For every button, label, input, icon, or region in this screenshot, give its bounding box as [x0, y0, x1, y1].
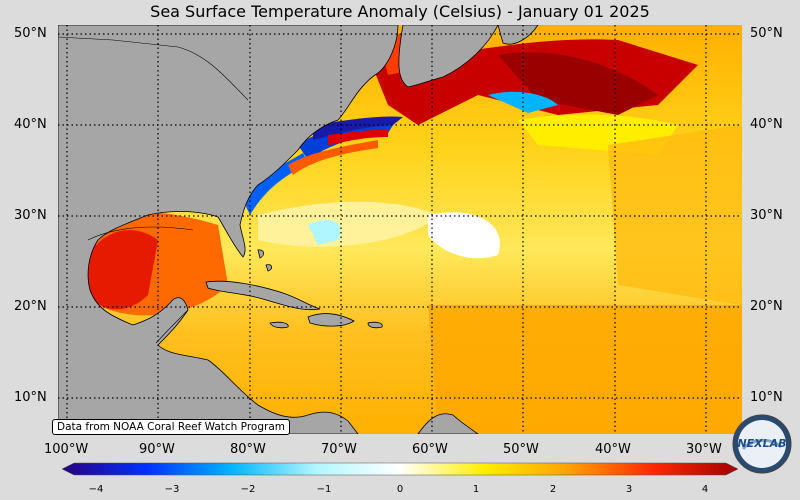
- lon-label-70w: 70°W: [321, 442, 357, 457]
- lat-label-40n: 40°N: [14, 117, 47, 132]
- colorbar-tick-4: 4: [701, 484, 709, 495]
- nexlab-logo: NEXLAB: [732, 414, 792, 474]
- colorbar-tick-0: 0: [396, 484, 404, 495]
- lat-label-10n-right: 10°N: [750, 390, 783, 405]
- lat-label-30n-right: 30°N: [750, 208, 783, 223]
- lon-label-60w: 60°W: [412, 442, 448, 457]
- lat-label-50n: 50°N: [14, 26, 47, 41]
- sst-anomaly-map: [58, 25, 742, 434]
- colorbar-tick-1: 1: [472, 484, 480, 495]
- colorbar-tick-2: 2: [549, 484, 557, 495]
- land: [58, 25, 539, 434]
- colorbar-tick-neg2: −2: [240, 484, 256, 495]
- lon-label-90w: 90°W: [139, 442, 175, 457]
- lat-label-20n-right: 20°N: [750, 299, 783, 314]
- logo-text: NEXLAB: [737, 437, 786, 450]
- map-title: Sea Surface Temperature Anomaly (Celsius…: [150, 2, 650, 21]
- lat-label-30n: 30°N: [14, 208, 47, 223]
- colorbar-tick-neg1: −1: [316, 484, 332, 495]
- colorbar-tick-3: 3: [625, 484, 633, 495]
- lon-label-50w: 50°W: [503, 442, 539, 457]
- lon-label-80w: 80°W: [230, 442, 266, 457]
- colorbar-tick-neg4: −4: [88, 484, 104, 495]
- lat-label-50n-right: 50°N: [750, 26, 783, 41]
- colorbar-tick-neg3: −3: [164, 484, 180, 495]
- graticule: [58, 25, 742, 434]
- data-source-note: Data from NOAA Coral Reef Watch Program: [52, 419, 290, 435]
- lat-label-20n: 20°N: [14, 299, 47, 314]
- lon-label-100w: 100°W: [44, 442, 89, 457]
- lon-label-40w: 40°W: [595, 442, 631, 457]
- lat-label-10n: 10°N: [14, 390, 47, 405]
- colorbar: [62, 462, 738, 476]
- lat-label-40n-right: 40°N: [750, 117, 783, 132]
- borders: [58, 36, 249, 344]
- lon-label-30w: 30°W: [686, 442, 722, 457]
